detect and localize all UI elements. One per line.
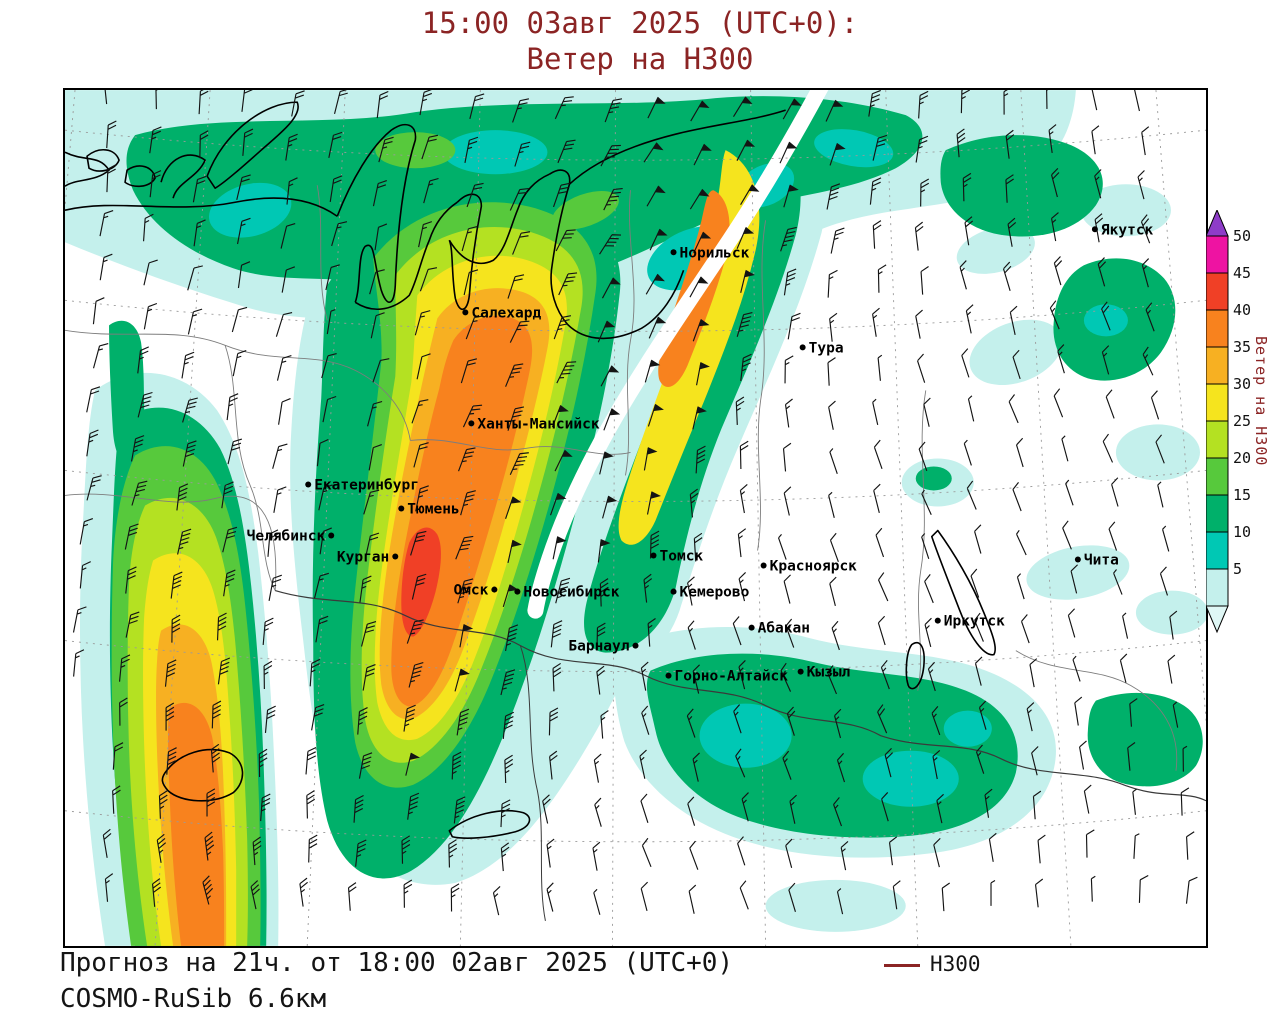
city-dot [1074,556,1081,563]
colorbar-segment [1205,420,1229,459]
colorbar-svg: 50 45 40 35 30 25 20 15 10 5 [1205,208,1251,634]
city-dot [514,588,521,595]
city-label: Новосибирск [523,585,619,601]
colorbar-segment [1205,272,1229,311]
map-frame: Якутск Норильск Салехард Тура Ханты-Мансийск… [63,88,1208,948]
city-dot [328,532,335,539]
city-label: Горно-Алтайск [675,669,789,685]
city-dot [799,344,806,351]
city-dot [462,309,469,316]
colorbar-tick-label: 5 [1233,560,1242,578]
wind-barbs-layer [72,90,1198,916]
weather-map-svg: Якутск Норильск Салехард Тура Ханты-Мансийск… [65,90,1206,946]
city-dot [665,672,672,679]
colorbar-segment [1205,309,1229,348]
colorbar-segment [1205,457,1229,496]
city-label: Тюмень [407,501,459,517]
city-label: Тура [809,340,844,356]
city-label: Омск [453,583,488,599]
city-dot [670,588,677,595]
colorbar-segment [1205,494,1229,533]
colorbar-segment [1205,383,1229,422]
colorbar-tick-label: 10 [1233,523,1251,541]
graticule-grid [65,90,1206,946]
colorbar: 50 45 40 35 30 25 20 15 10 5 [1205,208,1280,642]
city-label: Курган [337,550,389,566]
city-markers-layer: Якутск Норильск Салехард Тура Ханты-Мансийск… [247,222,1154,684]
colorbar-axis-label: Ветер на H300 [1252,336,1270,467]
model-info-line: COSMO-RuSib 6.6км [60,984,327,1014]
city-dot [491,586,498,593]
colorbar-tick-label: 35 [1233,338,1251,356]
city-dot [650,552,657,559]
city-dot [468,420,475,427]
city-dot [797,668,804,675]
city-label: Ханты-Мансийск [477,416,599,432]
colorbar-arrow-top [1205,208,1229,237]
city-label: Салехард [471,305,541,321]
h300-legend: H300 [884,952,981,976]
colorbar-tick-label: 20 [1233,449,1251,467]
colorbar-tick-label: 15 [1233,486,1251,504]
forecast-info-line: Прогноз на 21ч. от 18:00 02авг 2025 (UTC… [60,948,734,978]
city-dot [392,553,399,560]
city-dot [632,642,639,649]
wind-barb-pennants [409,96,846,761]
colorbar-arrow-bottom [1205,605,1229,634]
city-label: Абакан [758,621,810,637]
city-label: Иркутск [944,614,1005,630]
city-dot [1091,226,1098,233]
city-label: Томск [660,549,704,565]
city-dot [934,617,941,624]
colorbar-segment [1205,346,1229,385]
city-dot [398,505,405,512]
colorbar-tick-label: 45 [1233,264,1251,282]
jet-axis-white-streak [527,90,829,619]
city-dot [748,624,755,631]
city-label: Екатеринбург [314,477,419,493]
colorbar-tick-label: 25 [1233,412,1251,430]
h300-legend-line-swatch [884,963,920,967]
map-title-quantity: Ветер на H300 [526,42,754,76]
map-title-datetime: 15:00 03авг 2025 (UTC+0): [421,6,859,40]
city-label: Кемерово [680,585,750,601]
city-dot [670,249,677,256]
city-dot [305,481,312,488]
city-dot [760,562,767,569]
city-label: Кызыл [807,665,851,681]
city-label: Чита [1084,553,1119,569]
colorbar-tick-label: 50 [1233,227,1251,245]
city-label: Красноярск [770,559,858,575]
city-label: Якутск [1101,222,1154,238]
city-label: Барнаул [568,639,629,655]
h300-legend-label: H300 [930,952,981,976]
colorbar-tick-label: 40 [1233,301,1251,319]
wind-barb-strokes [72,90,1198,916]
city-label: Челябинск [247,529,326,545]
wind-speed-field [65,90,1206,946]
colorbar-tick-label: 30 [1233,375,1251,393]
city-label: Норильск [680,245,750,261]
colorbar-segment [1205,235,1229,274]
colorbar-segment [1205,531,1229,570]
coastlines [65,101,997,839]
colorbar-segment [1205,568,1229,607]
